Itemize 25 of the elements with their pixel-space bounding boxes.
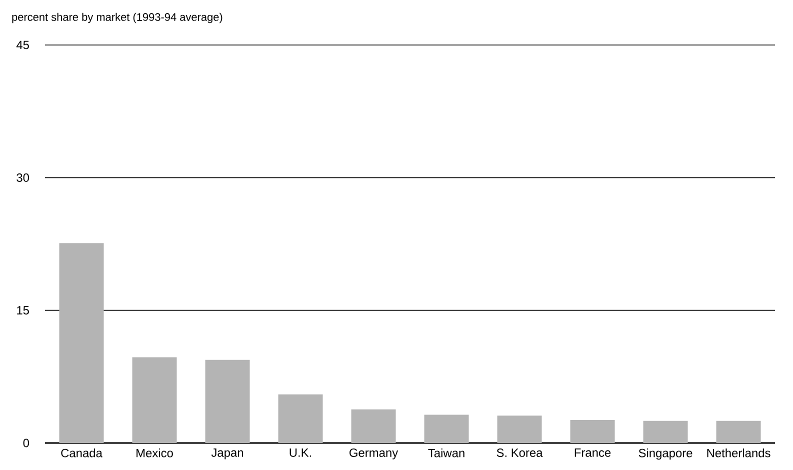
x-tick-label: S. Korea	[496, 448, 543, 457]
bar	[716, 420, 761, 443]
y-tick-label: 45	[16, 40, 29, 50]
y-tick-label: 0	[23, 438, 30, 448]
x-tick-label: Germany	[350, 448, 398, 460]
y-tick-label: 30	[16, 173, 30, 182]
bar	[643, 420, 688, 443]
x-tick-label: France	[574, 448, 611, 457]
bar	[278, 394, 323, 443]
x-tick-label: U.K.	[290, 448, 312, 457]
x-tick-label: Mexico	[136, 448, 173, 458]
bar	[497, 416, 542, 443]
y-tick-label: 15	[17, 306, 29, 314]
bar	[59, 243, 104, 443]
x-tick-label: Japan	[211, 448, 244, 460]
bar	[205, 360, 250, 443]
bar	[132, 357, 177, 443]
x-tick-label: Singapore	[638, 448, 692, 460]
x-tick-label: Canada	[61, 448, 102, 458]
x-tick-label: Taiwan	[428, 448, 464, 458]
chart-title: percent share by market (1993-94 average)	[12, 12, 222, 24]
x-tick-label: Netherlands	[707, 448, 770, 458]
bar	[570, 420, 615, 443]
bar	[424, 414, 469, 443]
bar	[351, 409, 396, 443]
